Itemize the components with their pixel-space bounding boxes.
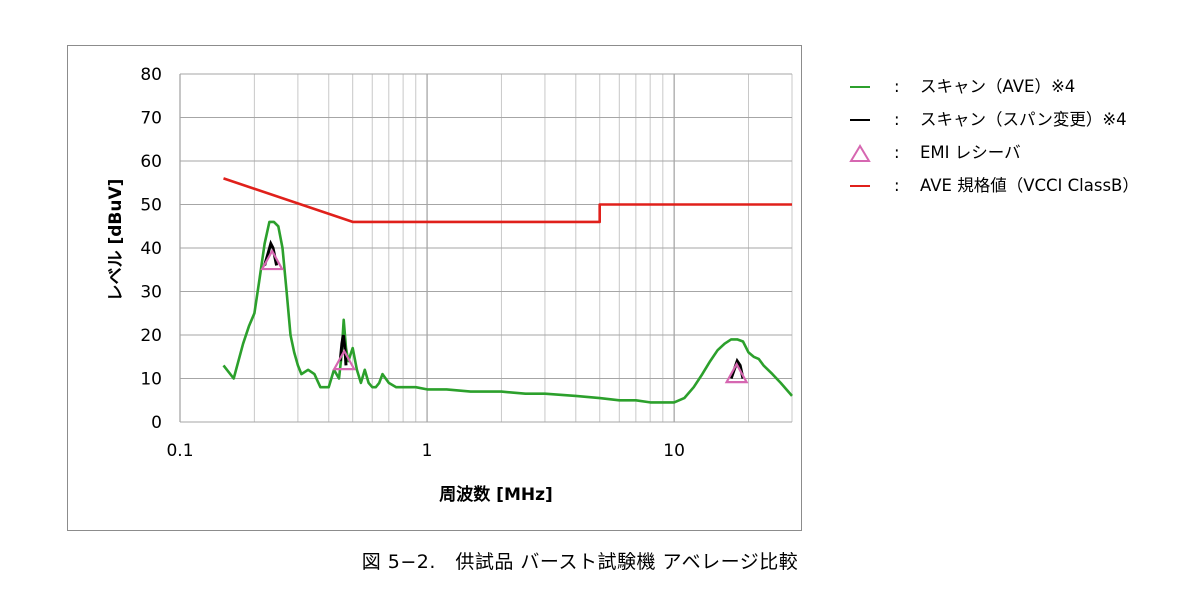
x-tick-label: 0.1 (166, 441, 193, 461)
y-tick-label: 30 (140, 283, 162, 303)
legend-colon: : (894, 110, 900, 129)
ave-limit-line (223, 177, 792, 224)
x-axis-title: 周波数 [MHz] (439, 484, 553, 505)
legend-item-emi-receiver: : EMI レシーバ (848, 136, 1200, 169)
legend-item-scan-span: : スキャン（スパン変更）※4 (848, 103, 1200, 136)
y-tick-label: 0 (151, 413, 162, 433)
x-tick-label: 1 (422, 441, 433, 461)
legend-label: スキャン（スパン変更）※4 (920, 110, 1127, 129)
legend-line-icon (848, 103, 872, 136)
y-tick-label: 80 (140, 65, 162, 85)
chart-frame: 0 10 20 30 40 50 60 70 80 0.1 1 10 周波数 [MHz] レベル [dBu… (67, 45, 802, 531)
legend-label: スキャン（AVE）※4 (920, 77, 1076, 96)
emi-receiver-marker (260, 248, 285, 271)
figure-caption: 図 5−2. 供試品 バースト試験機 アベレージ比較 (361, 551, 799, 573)
x-tick-label: 10 (663, 441, 685, 461)
legend-label: AVE 規格値（VCCI ClassB） (920, 176, 1139, 195)
y-tick-label: 70 (140, 109, 162, 129)
chart-svg: 0 10 20 30 40 50 60 70 80 0.1 1 10 周波数 [MHz] レベル [dBu… (106, 65, 793, 505)
legend-colon: : (894, 77, 900, 96)
triangle-marker-icon (848, 136, 872, 169)
y-tick-label: 60 (140, 152, 162, 172)
legend: : スキャン（AVE）※4 : スキャン（スパン変更）※4 : EMI レシーバ… (848, 70, 1200, 202)
y-tick-label: 20 (140, 326, 162, 346)
emi-receiver-marker (724, 361, 749, 384)
legend-label: EMI レシーバ (920, 143, 1021, 162)
y-axis-title: レベル [dBuV] (106, 179, 126, 302)
scan-span-line (729, 357, 745, 380)
emi-receiver-marker (332, 348, 357, 371)
legend-colon: : (894, 143, 900, 162)
y-tick-label: 10 (140, 370, 162, 390)
legend-item-ave-limit: : AVE 規格値（VCCI ClassB） (848, 169, 1200, 202)
legend-line-icon (848, 169, 872, 202)
legend-item-scan-ave: : スキャン（AVE）※4 (848, 70, 1200, 103)
legend-line-icon (848, 70, 872, 103)
legend-colon: : (894, 176, 900, 195)
y-tick-label: 50 (140, 196, 162, 216)
y-tick-label: 40 (140, 239, 162, 259)
scan-ave-line (222, 220, 793, 404)
